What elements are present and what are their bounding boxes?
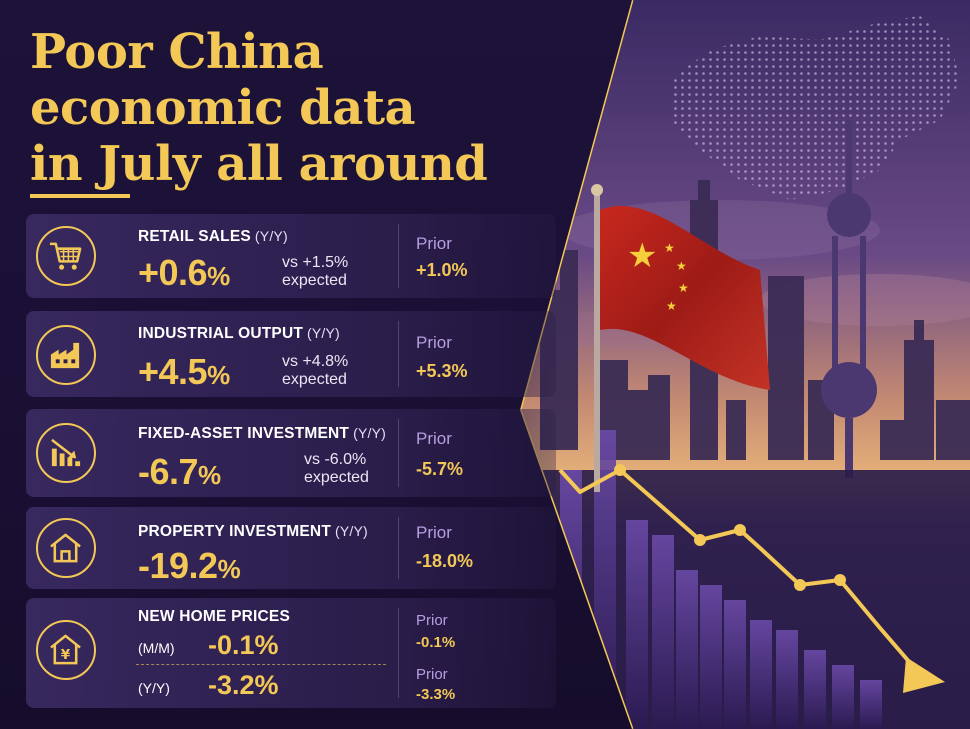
card-divider: [398, 419, 399, 487]
svg-text:★: ★: [664, 241, 675, 255]
retail-sales-label: RETAIL SALES (Y/Y): [138, 228, 288, 245]
mm-label: (M/M): [138, 640, 175, 656]
svg-text:★: ★: [666, 299, 677, 313]
card-divider: [398, 517, 399, 579]
headline-line-2: economic data: [30, 80, 416, 136]
new-home-prices-card: ¥ NEW HOME PRICES (M/M) -0.1% (Y/Y) -3.2…: [26, 598, 556, 708]
industrial-output-value: +4.5%: [138, 351, 230, 392]
headline-line-3: in July all around: [30, 136, 488, 192]
fixed-asset-label: FIXED-ASSET INVESTMENT (Y/Y): [138, 425, 386, 442]
property-prior-label: Prior: [416, 523, 452, 542]
industrial-output-label: INDUSTRIAL OUTPUT (Y/Y): [138, 325, 340, 342]
retail-sales-card: RETAIL SALES (Y/Y) +0.6% vs +1.5% expected…: [26, 214, 556, 298]
industrial-prior-value: +5.3%: [416, 361, 468, 381]
retail-sales-expected: vs +1.5% expected: [282, 254, 349, 289]
mm-prior-label: Prior: [416, 612, 448, 629]
retail-prior-value: +1.0%: [416, 260, 468, 280]
svg-text:★: ★: [676, 259, 687, 273]
industrial-output-card: INDUSTRIAL OUTPUT (Y/Y) +4.5% vs +4.8% exp…: [26, 311, 556, 397]
yy-label: (Y/Y): [138, 680, 170, 696]
house-yen-icon: ¥: [36, 620, 96, 680]
svg-text:¥: ¥: [61, 647, 71, 663]
card-divider: [398, 321, 399, 387]
retail-sales-value: +0.6%: [138, 252, 230, 293]
retail-prior-label: Prior: [416, 234, 452, 253]
new-home-prices-label: NEW HOME PRICES: [138, 608, 290, 625]
property-investment-value: -19.2%: [138, 545, 241, 586]
fixed-asset-expected: vs -6.0% expected: [304, 451, 369, 486]
yy-prior-label: Prior: [416, 666, 448, 683]
house-icon: [36, 518, 96, 578]
property-investment-card: PROPERTY INVESTMENT (Y/Y) -19.2% Prior -1…: [26, 507, 556, 589]
fixed-asset-prior-value: -5.7%: [416, 459, 464, 479]
fixed-asset-prior-label: Prior: [416, 429, 452, 448]
headline: Poor China economic data in July all aro…: [30, 24, 500, 192]
card-divider: [398, 224, 399, 288]
card-divider: [398, 608, 399, 698]
shopping-cart-icon: [36, 226, 96, 286]
mm-prior-value: -0.1%: [416, 634, 456, 651]
mm-value: -0.1%: [208, 630, 279, 660]
property-investment-label: PROPERTY INVESTMENT (Y/Y): [138, 523, 368, 540]
yy-value: -3.2%: [208, 670, 279, 700]
industrial-prior-label: Prior: [416, 333, 452, 352]
headline-underline: [30, 194, 130, 198]
fixed-asset-value: -6.7%: [138, 451, 221, 492]
svg-text:★: ★: [627, 236, 657, 276]
factory-icon: [36, 325, 96, 385]
headline-line-1: Poor China: [30, 24, 324, 80]
yy-prior-value: -3.3%: [416, 686, 456, 703]
dashed-separator: [136, 664, 386, 665]
property-prior-value: -18.0%: [416, 551, 474, 571]
declining-bar-chart-icon: [36, 423, 96, 483]
fixed-asset-investment-card: FIXED-ASSET INVESTMENT (Y/Y) -6.7% vs -6.…: [26, 409, 556, 497]
industrial-output-expected: vs +4.8% expected: [282, 353, 349, 388]
svg-text:★: ★: [678, 281, 689, 295]
